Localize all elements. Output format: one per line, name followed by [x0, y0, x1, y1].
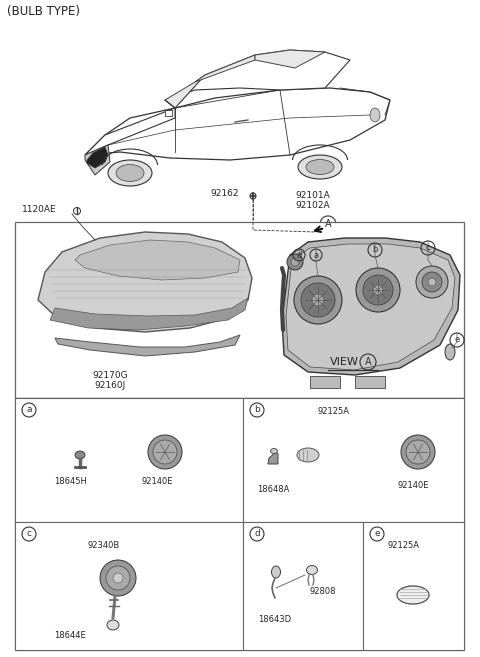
Ellipse shape: [297, 448, 319, 462]
Bar: [363, 522, 464, 650]
Ellipse shape: [75, 451, 85, 459]
Text: 92170G: 92170G: [92, 371, 128, 380]
Text: 18644E: 18644E: [54, 631, 86, 639]
Polygon shape: [38, 232, 252, 332]
Bar: [310, 376, 340, 388]
Bar: [15, 398, 243, 522]
Polygon shape: [195, 55, 255, 82]
Text: VIEW: VIEW: [330, 357, 359, 367]
Ellipse shape: [116, 164, 144, 181]
Ellipse shape: [307, 566, 317, 574]
Circle shape: [406, 440, 430, 464]
Circle shape: [422, 272, 442, 292]
Bar: [243, 398, 464, 522]
Circle shape: [148, 435, 182, 469]
Bar: [355, 376, 385, 388]
Circle shape: [312, 294, 324, 306]
Text: 92102A: 92102A: [295, 202, 330, 210]
Text: A: A: [324, 219, 331, 229]
Circle shape: [294, 276, 342, 324]
Text: 92160J: 92160J: [95, 382, 126, 390]
Ellipse shape: [306, 160, 334, 175]
Ellipse shape: [271, 449, 277, 453]
Text: 18648A: 18648A: [257, 486, 289, 495]
Text: (BULB TYPE): (BULB TYPE): [7, 5, 80, 18]
Circle shape: [356, 268, 400, 312]
Text: 92140E: 92140E: [142, 476, 173, 486]
Circle shape: [401, 435, 435, 469]
Text: e: e: [455, 336, 460, 344]
Polygon shape: [85, 145, 110, 175]
Polygon shape: [87, 147, 108, 168]
Text: d: d: [296, 250, 302, 260]
Text: a: a: [26, 405, 32, 415]
Text: c: c: [426, 244, 430, 252]
Circle shape: [416, 266, 448, 298]
Polygon shape: [165, 110, 172, 116]
Text: a: a: [313, 250, 319, 260]
Circle shape: [100, 560, 136, 596]
Ellipse shape: [108, 160, 152, 186]
Bar: [15, 522, 243, 650]
Ellipse shape: [107, 620, 119, 630]
Polygon shape: [282, 238, 460, 375]
Circle shape: [373, 285, 383, 295]
Polygon shape: [165, 75, 205, 108]
Bar: [15, 222, 464, 398]
Text: 18645H: 18645H: [54, 476, 87, 486]
Ellipse shape: [398, 587, 428, 603]
Text: A: A: [365, 357, 372, 367]
Polygon shape: [305, 224, 318, 236]
Polygon shape: [286, 244, 455, 370]
Text: 92340B: 92340B: [88, 541, 120, 549]
Circle shape: [363, 275, 393, 305]
Polygon shape: [75, 240, 240, 280]
Text: 92808: 92808: [310, 587, 336, 597]
Circle shape: [113, 573, 123, 583]
Text: 92140E: 92140E: [397, 480, 429, 489]
Polygon shape: [85, 88, 390, 160]
Bar: [243, 522, 363, 650]
Polygon shape: [50, 298, 248, 330]
Text: e: e: [374, 530, 380, 539]
Circle shape: [428, 278, 436, 286]
Circle shape: [301, 283, 335, 317]
Text: 92125A: 92125A: [387, 541, 419, 549]
Polygon shape: [55, 335, 240, 356]
Bar: [15, 398, 464, 650]
Text: 92125A: 92125A: [318, 407, 350, 417]
Polygon shape: [165, 50, 350, 108]
Ellipse shape: [445, 344, 455, 360]
Text: 92162: 92162: [210, 189, 239, 198]
Circle shape: [287, 254, 303, 270]
Polygon shape: [255, 50, 325, 68]
Text: 18643D: 18643D: [258, 616, 291, 625]
Ellipse shape: [298, 155, 342, 179]
Ellipse shape: [272, 566, 280, 578]
Ellipse shape: [370, 108, 380, 122]
Polygon shape: [85, 108, 175, 155]
Circle shape: [291, 258, 299, 266]
Text: d: d: [254, 530, 260, 539]
Text: b: b: [254, 405, 260, 415]
Circle shape: [106, 566, 130, 590]
Circle shape: [153, 440, 177, 464]
Text: c: c: [26, 530, 32, 539]
Text: 1120AE: 1120AE: [22, 206, 57, 214]
Text: b: b: [372, 246, 378, 254]
Polygon shape: [268, 452, 278, 464]
Text: 92101A: 92101A: [295, 191, 330, 200]
